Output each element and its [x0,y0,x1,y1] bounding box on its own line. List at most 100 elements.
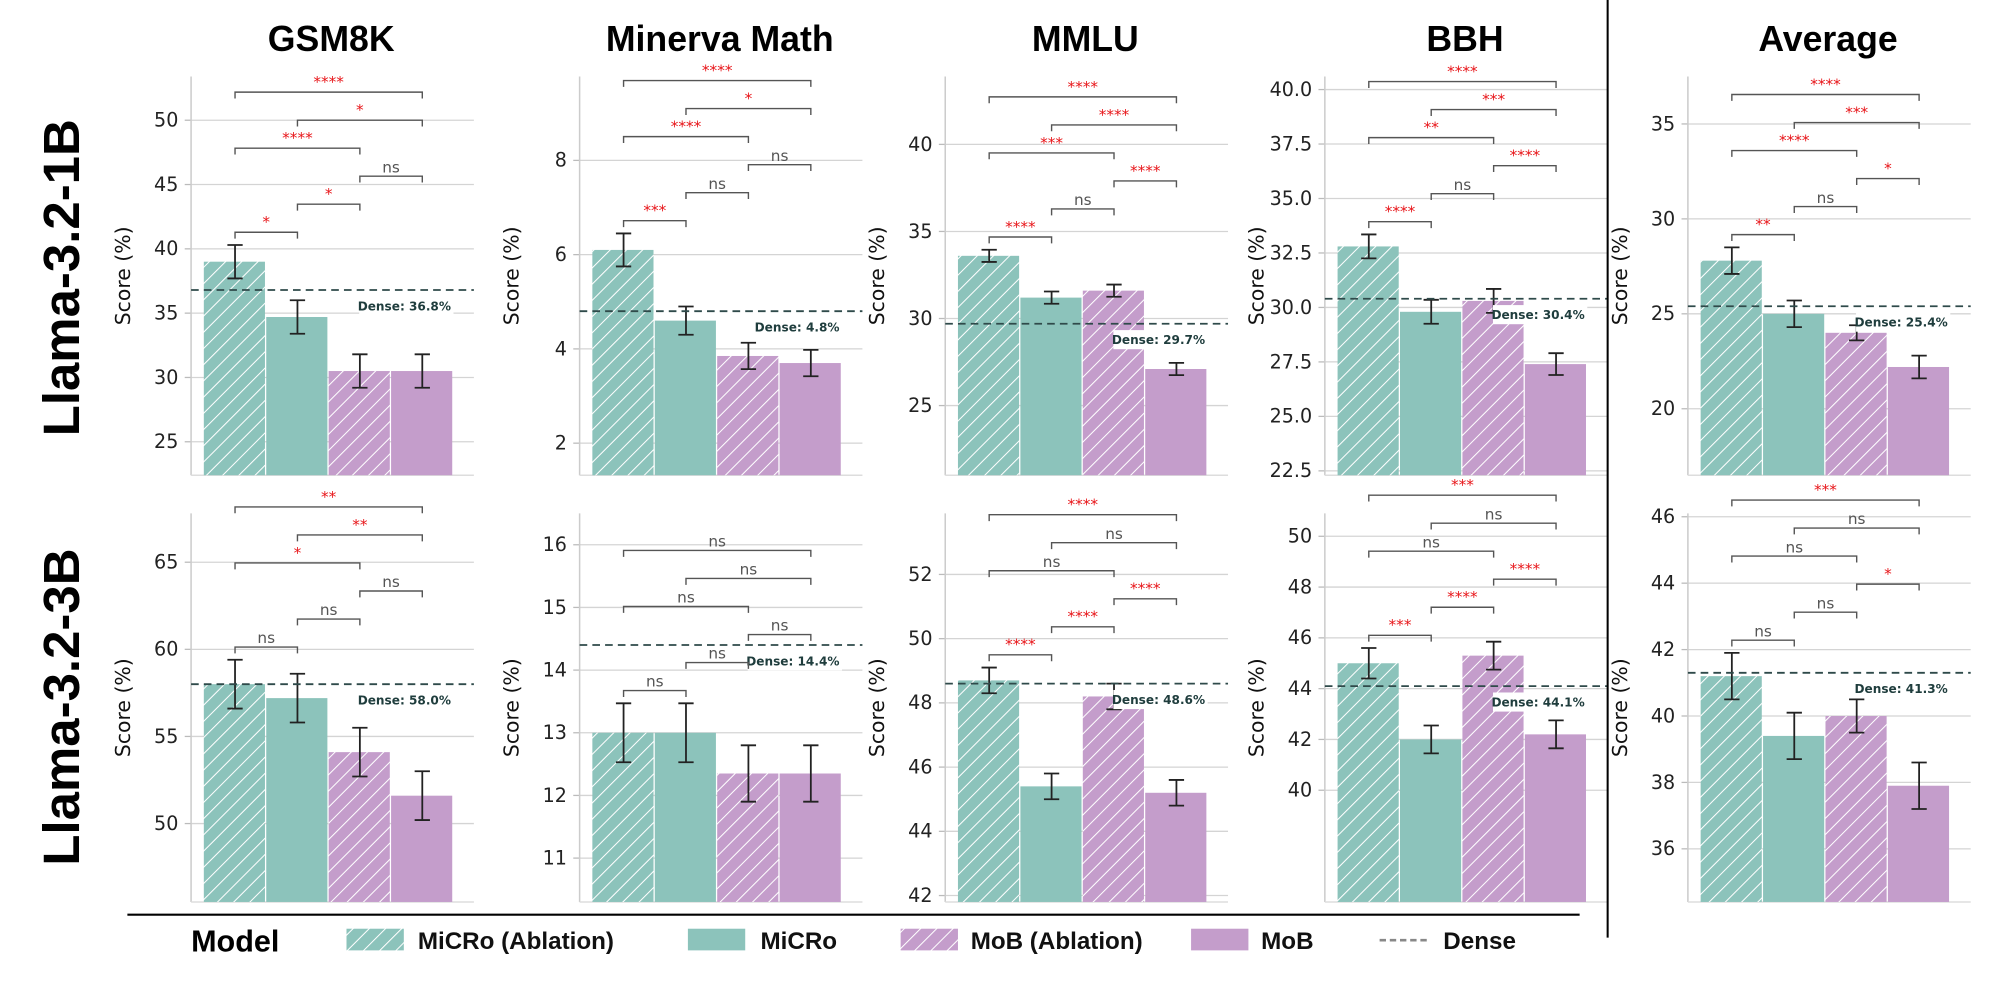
dense-label: Dense: 44.1% [1491,695,1584,709]
y-tick-label: 40 [1288,779,1312,802]
significance-bracket [1368,80,1557,88]
significance-bracket [988,570,1115,578]
dense-label: Dense: 58.0% [358,694,451,708]
error-bar-micro [1423,724,1439,755]
error-bar-micro-ablation [227,244,243,280]
significance-label: **** [1510,560,1541,578]
significance-bracket [1368,221,1432,229]
bar-mob [1145,792,1207,902]
significance-bracket [988,152,1115,160]
significance-bracket [1368,550,1495,558]
y-tick-label: 30 [908,307,932,330]
subplot-title: Average [1758,19,1897,59]
significance-bracket [359,590,423,598]
dense-label: Dense: 41.3% [1855,682,1948,696]
bar-micro-ablation [592,249,654,476]
bar-micro [1020,786,1082,902]
error-bar-mob [1911,354,1927,380]
dense-label-background [747,317,843,337]
significance-label: **** [1510,147,1541,165]
significance-bracket [1731,499,1920,507]
y-tick-label: 55 [154,725,178,748]
significance-label: * [745,89,753,107]
y-axis-label: Score (%) [865,658,889,757]
significance-bracket [1430,192,1495,201]
significance-label: *** [1040,134,1063,152]
dense-label-background [1856,312,1951,332]
significance-bracket [988,513,1178,522]
significance-label: ns [708,175,726,193]
y-tick-label: 22.5 [1270,459,1313,482]
error-bar-micro-ablation [981,666,997,695]
error-bar-micro [289,672,306,724]
significance-label: ns [1422,533,1440,551]
significance-label: ns [1817,189,1835,207]
significance-bracket [747,633,812,641]
bar-mob-ablation [1825,715,1887,902]
significance-bracket [622,79,812,87]
y-tick-label: 25.0 [1270,405,1313,428]
y-axis-label: Score (%) [1245,226,1269,325]
y-tick-label: 36 [1651,837,1675,860]
y-axis-label: Score (%) [499,226,523,325]
y-tick-label: 4 [555,337,567,360]
significance-bracket [622,689,687,697]
y-tick-label: 50 [154,812,178,835]
error-bar-mob [414,353,430,389]
y-tick-label: 40 [154,237,178,260]
significance-bracket [622,605,750,613]
legend: Model MiCRo (Ablation) MiCRo MoB (Ablati… [191,925,1516,959]
significance-label: ns [1485,505,1503,523]
bar-mob-ablation [1082,290,1144,476]
significance-label: **** [1447,62,1478,80]
subplot-average-3b: 36 38 40 42 44 46 Score (%) Dense: 41.3% ns ns * ns… [1608,481,1971,903]
significance-label: **** [1130,580,1161,598]
y-tick-label: 50 [908,627,932,650]
error-bar-mob [803,348,819,378]
significance-label: **** [671,118,702,136]
y-tick-label: 30 [1651,207,1675,230]
y-tick-label: 42 [1651,638,1675,661]
error-bar-mob-ablation [1849,698,1865,734]
significance-bracket [1731,93,1920,101]
y-tick-label: 38 [1651,771,1675,794]
significance-bracket [1368,634,1432,642]
y-axis-label: Score (%) [111,226,135,325]
significance-label: *** [1845,103,1868,121]
bar-micro [266,317,328,476]
y-axis-label: Score (%) [865,226,889,325]
legend-label-mob: MoB [1261,928,1313,955]
y-tick-label: 32.5 [1270,241,1313,264]
significance-label: ns [771,617,789,635]
significance-bracket [685,107,812,115]
dense-label: Dense: 25.4% [1855,316,1948,330]
dense-label-background [1113,689,1208,710]
significance-label: **** [1779,131,1810,149]
significance-label: ** [1424,119,1440,137]
error-bar-mob [1911,761,1927,810]
dense-label-background [1113,330,1208,350]
error-bar-micro-ablation [615,232,632,268]
subplot-title: Minerva Math [606,19,834,59]
significance-label: * [262,213,270,231]
y-tick-label: 13 [543,721,567,744]
error-bar-mob [803,744,819,803]
error-bar-micro [1423,298,1439,325]
significance-label: *** [643,202,666,220]
y-tick-label: 12 [543,784,567,807]
significance-label: * [356,101,364,119]
significance-label: ns [1817,594,1835,612]
y-tick-label: 45 [154,173,178,196]
y-axis-label: Score (%) [1608,658,1632,757]
y-tick-label: 44 [908,820,932,843]
error-bar-micro [1043,772,1060,801]
error-bar-mob-ablation [352,353,368,389]
error-bar-micro [678,702,694,764]
legend-label-dense: Dense [1443,928,1516,955]
y-tick-label: 40 [1651,704,1675,727]
significance-bracket [1793,527,1920,535]
error-bar-mob [1548,719,1564,750]
significance-bracket [1368,494,1557,502]
